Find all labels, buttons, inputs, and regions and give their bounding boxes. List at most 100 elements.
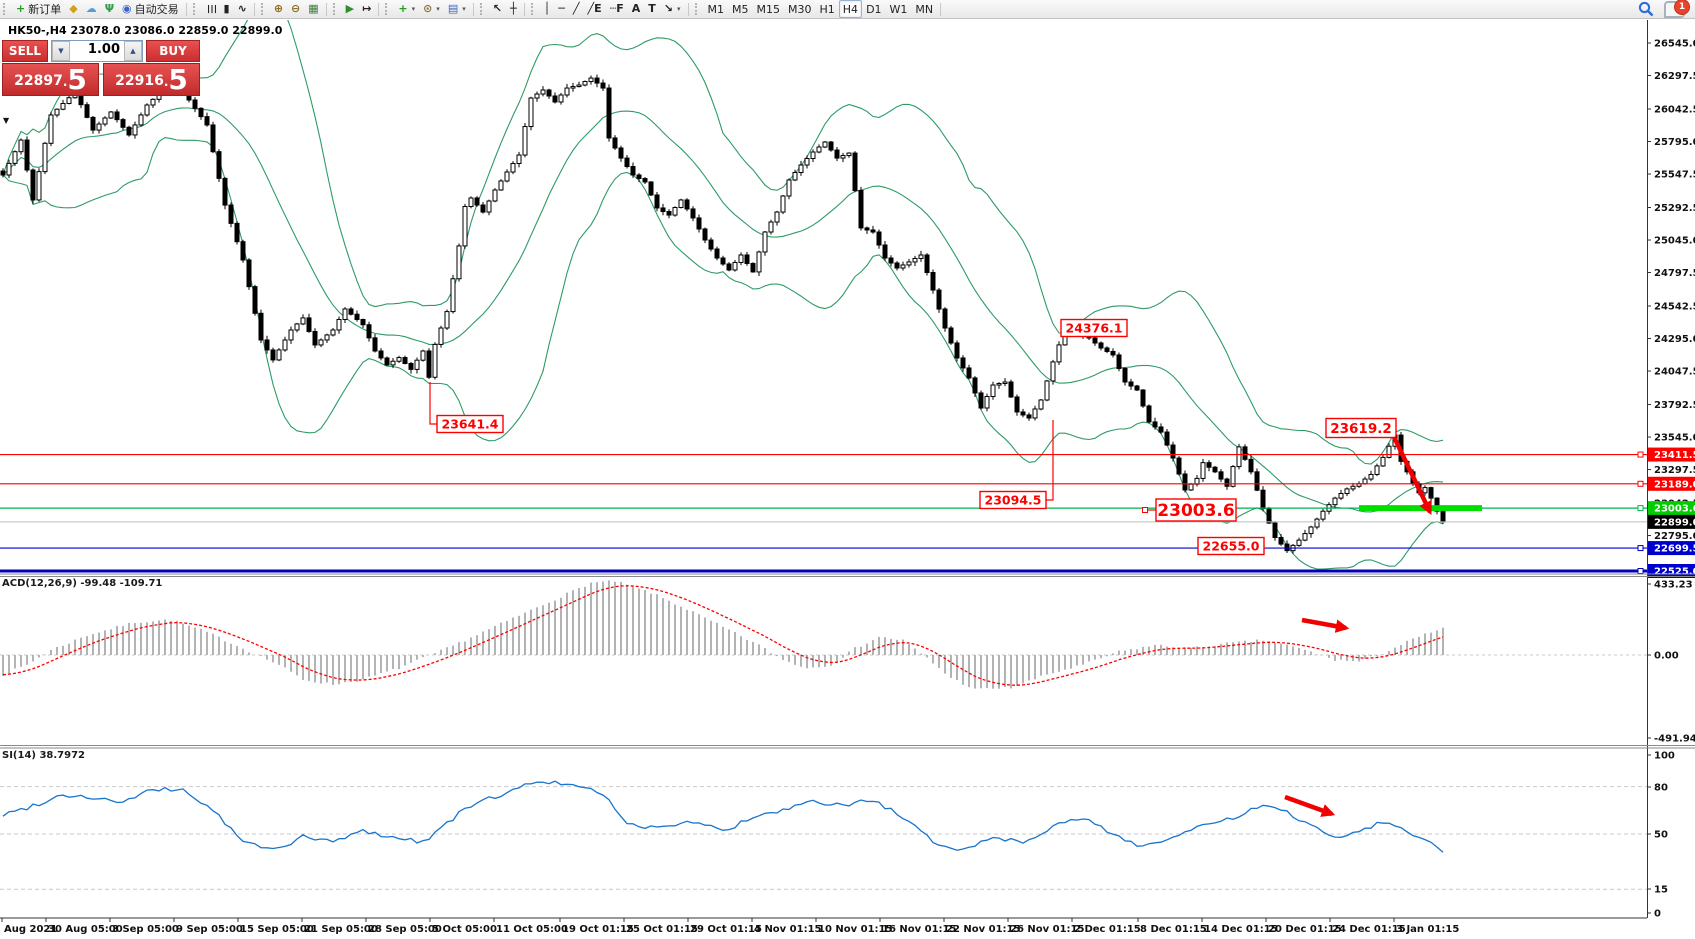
bar-chart-button[interactable]: ☰: [202, 0, 220, 18]
label-button[interactable]: T: [644, 0, 660, 18]
signals-button[interactable]: Ψ: [101, 0, 118, 18]
cursor-button[interactable]: ↖: [489, 0, 506, 18]
rsi-pane[interactable]: [0, 780, 1647, 890]
periods-button[interactable]: ⊙ ▾: [419, 0, 444, 18]
volume-stepper: ▼ 1.00 ▲: [51, 40, 143, 62]
dropdown-arrow-icon[interactable]: ▾: [676, 5, 681, 13]
volume-decrease-button[interactable]: ▼: [52, 41, 70, 61]
cloud-button[interactable]: ☁: [82, 0, 101, 18]
dropdown-arrow-icon[interactable]: ▾: [436, 5, 440, 13]
trendline-button[interactable]: ╱: [569, 0, 584, 18]
svg-text:15 Sep 05:00: 15 Sep 05:00: [240, 924, 314, 935]
svg-text:25547.5: 25547.5: [1654, 170, 1695, 181]
svg-text:100: 100: [1654, 751, 1675, 762]
timeframe-button-W1[interactable]: W1: [889, 2, 908, 16]
volume-increase-button[interactable]: ▲: [124, 41, 142, 61]
timeframe-button-H4[interactable]: H4: [838, 0, 863, 18]
crosshair-button[interactable]: ┼: [506, 0, 521, 18]
templates-button[interactable]: ▤ ▾: [444, 0, 470, 18]
new-order-button[interactable]: + 新订单: [12, 0, 65, 18]
dropdown-arrow-icon[interactable]: ▾: [462, 5, 466, 13]
toolbar-grip[interactable]: [479, 3, 485, 15]
price-annotation-label[interactable]: [1197, 536, 1265, 556]
sell-button[interactable]: SELL: [2, 40, 48, 62]
indicators-button[interactable]: + ▾: [394, 0, 419, 18]
svg-text:21 Sep 05:00: 21 Sep 05:00: [304, 924, 378, 935]
arrows-button[interactable]: ↘ ▾: [660, 0, 685, 18]
chart-annotations[interactable]: 23641.4 24376.1 23094.5 23003.6 22655.0 23619…: [429, 318, 1433, 817]
price-level-lines[interactable]: [0, 451, 1647, 574]
tile-windows-icon: ▦: [308, 2, 319, 15]
timeframe-button-MN[interactable]: MN: [915, 2, 934, 16]
horizontal-line-button[interactable]: ─: [554, 0, 569, 18]
buy-button[interactable]: BUY: [146, 40, 200, 62]
trend-arrow[interactable]: [1284, 794, 1336, 817]
toolbar-grip[interactable]: [530, 3, 536, 15]
macd-pane[interactable]: [0, 580, 1647, 689]
sell-price-dot: .: [62, 75, 68, 89]
notifications-icon[interactable]: 1: [1664, 0, 1690, 18]
support-highlight-segment[interactable]: [1359, 505, 1482, 512]
toolbar-grip[interactable]: [3, 3, 8, 15]
svg-text:23619.2: 23619.2: [1330, 421, 1392, 437]
collapse-trade-panel-icon[interactable]: ▼: [3, 116, 10, 125]
toolbar-grip[interactable]: [332, 3, 338, 15]
svg-text:26297.5: 26297.5: [1654, 71, 1695, 82]
price-annotation-label[interactable]: [979, 490, 1047, 510]
trend-arrow[interactable]: [1391, 436, 1433, 516]
tile-windows-button[interactable]: ▦: [304, 0, 322, 18]
volume-value[interactable]: 1.00: [87, 42, 120, 57]
zoom-in-button[interactable]: ⊕: [270, 0, 287, 18]
auto-scroll-button[interactable]: ▶: [342, 0, 358, 18]
buy-price[interactable]: 22916. 5: [103, 63, 200, 96]
timeframe-button-M5[interactable]: M5: [732, 2, 749, 16]
svg-text:23189.0: 23189.0: [1654, 479, 1695, 490]
dropdown-arrow-icon[interactable]: ▾: [411, 5, 416, 13]
text-button[interactable]: A: [628, 0, 645, 18]
templates-icon: ▤: [447, 2, 459, 15]
autotrading-button[interactable]: ◉ 自动交易: [118, 0, 183, 18]
chart-shift-button[interactable]: ↦: [358, 0, 375, 18]
text-icon: A: [631, 2, 641, 15]
timeframe-button-M30[interactable]: M30: [788, 2, 812, 16]
market-button[interactable]: ◆: [65, 0, 81, 18]
zoom-out-button[interactable]: ⊖: [287, 0, 304, 18]
svg-text:28 Sep 05:00: 28 Sep 05:00: [368, 924, 442, 935]
notification-count-badge: 1: [1674, 0, 1690, 15]
autotrading-icon: ◉: [122, 2, 132, 15]
indicators-icon: +: [398, 2, 408, 15]
svg-text:433.23: 433.23: [1654, 580, 1693, 591]
candlestick-chart-button[interactable]: ▮: [220, 0, 234, 18]
timeframe-button-H1[interactable]: H1: [819, 2, 835, 16]
toolbar-grip[interactable]: [694, 3, 700, 15]
toolbar-grip[interactable]: [385, 3, 390, 15]
svg-text:20 Dec 01:15: 20 Dec 01:15: [1268, 924, 1342, 935]
buy-price-dot: .: [163, 75, 169, 89]
fibonacci-button[interactable]: ┈F: [606, 0, 628, 18]
timeframe-button-M15[interactable]: M15: [756, 2, 781, 16]
svg-text:24376.1: 24376.1: [1066, 321, 1123, 336]
sell-price[interactable]: 22897. 5: [2, 63, 99, 96]
trend-arrow[interactable]: [1301, 617, 1350, 633]
toolbar-right-icons: 1: [1638, 0, 1690, 18]
price-annotation-label[interactable]: [1325, 417, 1397, 439]
search-icon[interactable]: [1638, 1, 1654, 17]
svg-text:3 Sep 05:00: 3 Sep 05:00: [112, 924, 179, 935]
fibonacci-icon: ┈F: [609, 2, 624, 15]
price-annotation-label[interactable]: [1155, 498, 1237, 522]
price-annotation-label[interactable]: [436, 414, 504, 434]
channel-button[interactable]: ╱E: [583, 0, 605, 18]
svg-text:24 Dec 01:15: 24 Dec 01:15: [1332, 924, 1406, 935]
svg-text:10 Nov 01:15: 10 Nov 01:15: [818, 924, 893, 935]
toolbar-grip[interactable]: [260, 3, 266, 15]
toolbar-grip[interactable]: [192, 3, 198, 15]
main-chart-pane[interactable]: [0, 0, 1446, 570]
vertical-line-button[interactable]: │: [540, 0, 555, 18]
timeframe-button-M1[interactable]: M1: [707, 2, 725, 16]
line-chart-button[interactable]: ∿: [234, 0, 251, 18]
svg-text:0: 0: [1654, 909, 1661, 920]
timeframe-button-D1[interactable]: D1: [866, 2, 882, 16]
price-annotation-label[interactable]: [1060, 318, 1128, 338]
